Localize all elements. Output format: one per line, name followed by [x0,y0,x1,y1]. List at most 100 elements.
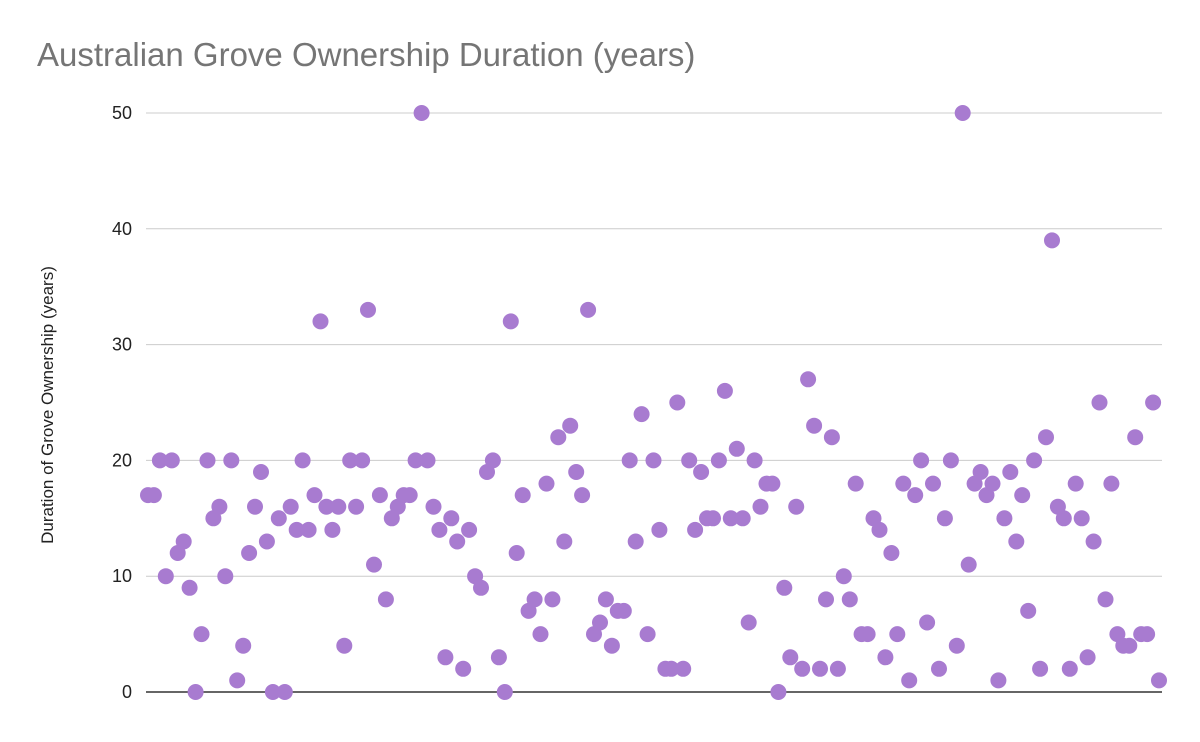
data-point [473,579,489,596]
data-point [907,487,924,504]
data-point [883,545,900,561]
data-point [145,487,162,504]
data-point [431,521,448,538]
data-point [550,429,567,446]
y-tick-label: 40 [112,219,132,239]
data-point [925,475,941,492]
data-point [693,464,710,480]
data-point [407,452,424,469]
data-point [282,498,299,515]
data-point [544,591,561,608]
data-point [782,649,799,666]
data-points [140,105,1167,700]
data-point [371,487,388,504]
data-point [187,684,204,700]
data-point [1002,464,1019,480]
data-point [270,510,287,527]
data-point [669,394,686,411]
data-point [592,614,608,631]
data-point [556,533,573,550]
data-point [901,672,918,689]
data-point [1032,660,1049,677]
data-point [1008,533,1025,550]
data-point [627,533,644,550]
data-point [633,406,650,423]
data-point [1061,660,1078,677]
data-point [247,498,263,515]
data-point [841,591,858,608]
gridlines [146,112,1162,693]
data-point [163,452,180,469]
data-point [806,417,823,434]
data-point [300,521,317,538]
data-point [490,649,507,666]
data-point [603,637,620,654]
data-point [675,660,692,677]
data-point [181,579,198,596]
data-point [574,487,591,504]
data-point [193,626,210,643]
data-point [258,533,275,550]
data-point [1139,626,1156,643]
data-point [294,452,311,469]
data-point [366,556,382,573]
data-point [425,498,442,515]
data-point [455,660,472,677]
data-point [253,464,269,480]
data-point [348,498,365,515]
data-point [919,614,936,631]
data-point [461,521,478,538]
data-point [1145,394,1162,411]
data-point [847,475,864,492]
data-point [1067,475,1084,492]
y-tick-label: 0 [122,682,132,702]
data-point [538,475,555,492]
data-point [752,498,769,515]
data-point [722,510,739,527]
data-point [984,475,1001,492]
data-point [354,452,371,469]
data-point [990,672,1007,689]
data-point [776,579,793,596]
data-point [681,452,698,469]
data-point [223,452,240,469]
data-point [818,591,834,608]
data-point [241,545,258,561]
data-point [157,568,174,585]
data-point [740,614,757,631]
data-point [443,510,460,527]
data-point [1127,429,1144,446]
data-point [663,660,680,677]
data-point [532,626,549,643]
data-point [377,591,394,608]
data-point [794,660,811,677]
data-point [514,487,531,504]
data-point [621,452,638,469]
data-point [954,105,971,121]
data-point [288,521,305,538]
data-point [728,440,745,457]
data-point [895,475,912,492]
data-point [1055,510,1072,527]
data-point [496,684,513,700]
data-point [597,591,614,608]
data-point [812,660,828,677]
data-point [1038,429,1054,446]
data-point [996,510,1013,527]
data-point [1151,672,1167,689]
data-point [580,301,597,318]
data-point [562,417,579,434]
data-point [401,487,418,504]
data-point [734,510,751,527]
data-point [972,464,989,480]
data-point [235,637,252,654]
data-point [568,464,585,480]
data-point [526,591,543,608]
data-point [710,452,727,469]
data-point [175,533,192,550]
data-point [705,510,721,527]
y-tick-label: 30 [112,335,132,355]
data-point [1097,591,1114,608]
data-point [645,452,662,469]
